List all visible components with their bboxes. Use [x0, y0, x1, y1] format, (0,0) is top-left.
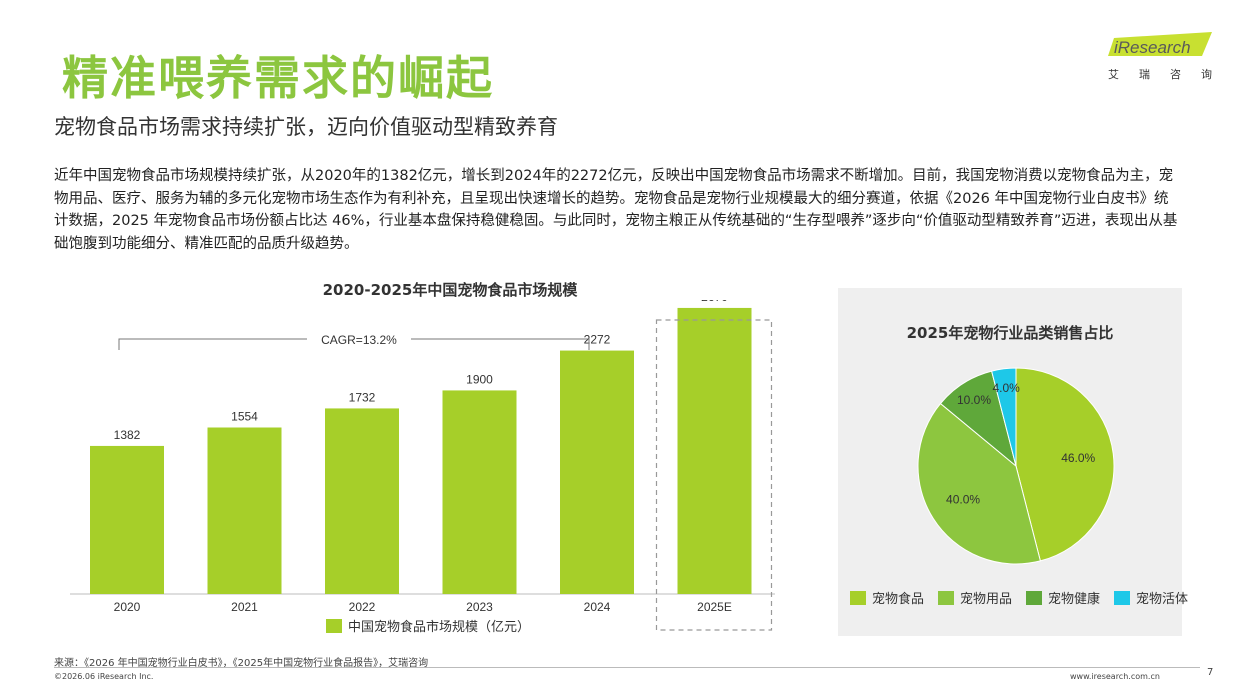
pie-label-3: 10.0%: [957, 393, 991, 407]
bar-2025E: [677, 307, 752, 594]
source-note: 来源：《2026 年中国宠物行业白皮书》，《2025年中国宠物行业食品报告》，艾…: [54, 658, 429, 669]
pie-slice-1: [1015, 367, 1115, 562]
legend-swatch: [1114, 590, 1131, 605]
logo-tagline-char: 艾: [1108, 68, 1119, 81]
legend-swatch: [1026, 590, 1043, 605]
logo-text: iResearch: [1114, 38, 1191, 57]
bar-chart-title: 2020-2025年中国宠物食品市场规模: [322, 281, 578, 299]
footer-divider: [54, 667, 1200, 668]
copyright: ©2026.06 iResearch Inc.: [54, 672, 154, 681]
page-title: 精准喂养需求的崛起: [62, 51, 494, 105]
legend-item: 宠物食品: [850, 588, 924, 607]
pie-label-4: 4.0%: [992, 381, 1020, 395]
logo-tagline-char: 询: [1201, 68, 1212, 81]
x-tick-2023: 2023: [466, 600, 493, 614]
pie-slice-4: [991, 367, 1017, 467]
x-tick-2020: 2020: [114, 600, 141, 614]
bar-chart: 1382 2020 1554 2021 1732 2022 1900 2023 2272 2024…: [70, 300, 775, 631]
pie-chart: 46.0% 40.0% 10.0%4.0%: [917, 367, 1115, 565]
data-label-2021: 1554: [231, 410, 258, 424]
cagr-label: CAGR=13.2%: [321, 333, 397, 347]
bar-2023: [442, 390, 517, 594]
cagr-label-bg: [307, 329, 411, 349]
pie-chart-panel: 2025年宠物行业品类销售占比 46.0% 40.0% 10.0% 4.0% 宠物食品…: [838, 288, 1188, 636]
data-label-2023: 1900: [466, 372, 493, 386]
legend-swatch: [326, 618, 342, 633]
iresearch-logo: iResearch: [1108, 32, 1212, 57]
data-label-2025E: 2670: [701, 300, 728, 304]
legend-swatch: [850, 590, 866, 605]
page-number: 7: [1207, 667, 1214, 678]
data-label-2020: 1382: [114, 428, 141, 442]
logo-tagline-char: 咨: [1170, 68, 1181, 81]
bar-chart-legend: 中国宠物食品市场规模（亿元）: [326, 616, 530, 635]
x-tick-2021: 2021: [231, 600, 258, 614]
body-paragraph: 近年中国宠物食品市场规模持续扩张，从2020年的1382亿元，增长到2024年的…: [54, 168, 1178, 252]
legend-label: 宠物食品: [872, 592, 925, 607]
legend-item: 宠物用品: [938, 588, 1012, 607]
pie-label-1: 46.0%: [1061, 451, 1095, 465]
bar-2024: [560, 350, 634, 594]
logo-tagline: 艾 瑞 咨 询: [1108, 66, 1212, 82]
website-link[interactable]: www.iresearch.com.cn: [1070, 672, 1160, 681]
page-subtitle: 宠物食品市场需求持续扩张，迈向价值驱动型精致养育: [54, 115, 558, 139]
x-tick-2025E: 2025E: [697, 600, 732, 614]
pie-slice-2: [917, 402, 1041, 565]
legend-item: 宠物健康: [1026, 588, 1100, 607]
x-tick-2024: 2024: [584, 600, 611, 614]
pie-label-2: 40.0%: [946, 493, 980, 507]
bar-2022: [325, 408, 399, 594]
legend-label: 宠物健康: [1048, 592, 1101, 607]
pie-chart-title: 2025年宠物行业品类销售占比: [906, 324, 1114, 342]
bar-2020: [90, 445, 164, 594]
data-label-2024: 2272: [584, 333, 611, 347]
data-label-2022: 1732: [349, 390, 376, 404]
x-tick-2022: 2022: [349, 600, 376, 614]
logo-tagline-char: 瑞: [1139, 68, 1150, 81]
pie-chart-legend: 宠物食品 宠物用品 宠物健康 宠物活体: [850, 588, 1188, 607]
forecast-highlight-box: [655, 319, 773, 631]
legend-label: 中国宠物食品市场规模（亿元）: [348, 620, 531, 635]
legend-item: 宠物活体: [1114, 588, 1188, 607]
bar-2021: [207, 427, 282, 594]
legend-swatch: [938, 590, 955, 605]
legend-label: 宠物用品: [960, 592, 1013, 607]
legend-label: 宠物活体: [1136, 592, 1189, 607]
